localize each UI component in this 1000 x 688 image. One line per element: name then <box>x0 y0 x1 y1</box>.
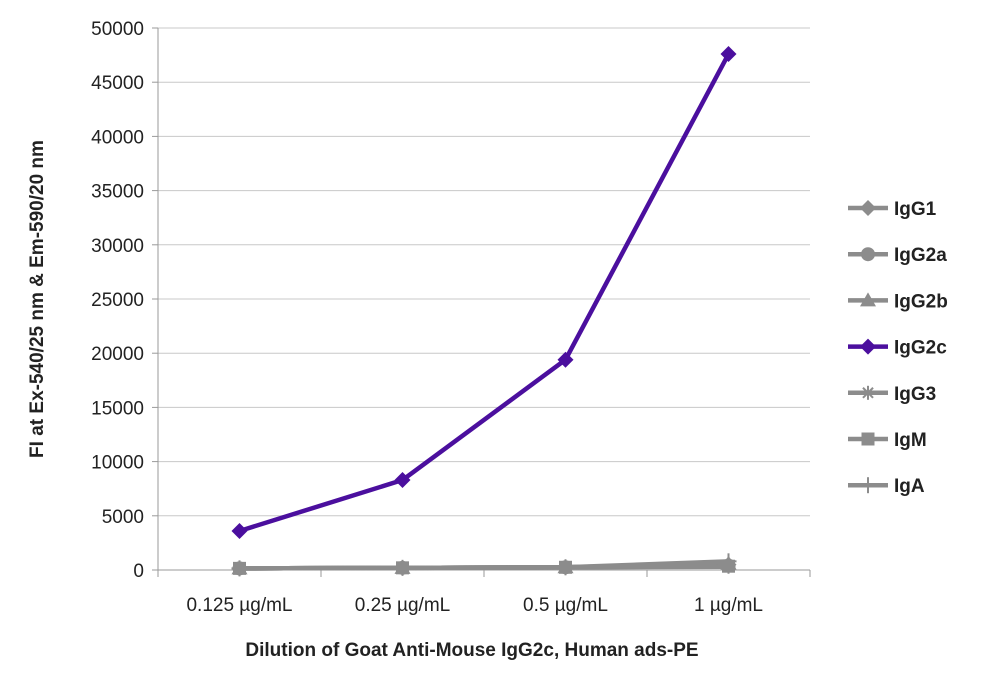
y-axis-title: FI at Ex-540/25 nm & Em-590/20 nm <box>27 140 48 458</box>
x-tick-label: 1 µg/mL <box>694 595 763 616</box>
legend-item-igm: IgM <box>848 430 927 451</box>
legend: IgG1 IgG2a IgG2b IgG2c IgG3 IgM IgA <box>848 199 948 497</box>
legend-label: IgG2b <box>894 291 948 312</box>
legend-item-igg2c: IgG2c <box>848 338 947 359</box>
legend-label: IgG1 <box>894 199 937 220</box>
series-line <box>237 51 731 534</box>
series-iga <box>231 553 737 577</box>
x-tick-label: 0.125 µg/mL <box>186 595 292 616</box>
legend-label: IgG2c <box>894 338 947 359</box>
series <box>231 46 737 577</box>
x-tick-label: 0.5 µg/mL <box>523 595 608 616</box>
series-igg2c <box>231 46 737 539</box>
data-point-diamond <box>557 351 574 368</box>
data-point-square <box>861 432 875 446</box>
legend-item-igg1: IgG1 <box>848 199 937 220</box>
legend-item-iga: IgA <box>848 476 925 497</box>
legend-label: IgG2a <box>894 245 947 266</box>
star-stroke <box>862 387 874 399</box>
data-point-plus <box>231 560 248 577</box>
data-point-plus <box>557 559 574 576</box>
y-tick-label: 10000 <box>91 453 144 474</box>
y-tick-label: 35000 <box>91 182 144 203</box>
y-tick-label: 45000 <box>91 73 144 94</box>
legend-label: IgG3 <box>894 384 936 405</box>
data-point-plus <box>394 559 411 576</box>
data-point-triangle <box>860 292 876 307</box>
y-tick-label: 15000 <box>91 398 144 419</box>
y-tick-label: 20000 <box>91 344 144 365</box>
legend-label: IgM <box>894 430 927 451</box>
y-tick-label: 0 <box>133 561 144 582</box>
x-tick-labels: 0.125 µg/mL 0.25 µg/mL 0.5 µg/mL 1 µg/mL <box>186 595 763 616</box>
data-point-diamond <box>860 200 876 216</box>
legend-item-igg2a: IgG2a <box>848 245 947 266</box>
legend-item-igg3: IgG3 <box>848 384 936 405</box>
y-tick-label: 5000 <box>102 507 144 528</box>
data-point-diamond <box>394 472 411 489</box>
y-tick-label: 40000 <box>91 127 144 148</box>
series-line <box>237 559 731 571</box>
data-point-plus <box>720 553 737 570</box>
legend-item-igg2b: IgG2b <box>848 291 948 312</box>
y-tick-labels: 0 5000 10000 15000 20000 25000 30000 35000 40000… <box>91 19 144 582</box>
data-point-circle <box>861 247 875 262</box>
data-point-diamond <box>860 338 876 355</box>
x-tick-label: 0.25 µg/mL <box>355 595 450 616</box>
x-axis-title: Dilution of Goat Anti-Mouse IgG2c, Human… <box>245 640 698 661</box>
y-tick-label: 50000 <box>91 19 144 40</box>
data-point-star <box>861 385 875 400</box>
y-tick-label: 25000 <box>91 290 144 311</box>
y-tick-label: 30000 <box>91 236 144 257</box>
data-point-diamond <box>720 46 737 63</box>
data-point-diamond <box>231 522 248 539</box>
data-point-plus <box>860 477 876 494</box>
legend-label: IgA <box>894 476 925 497</box>
grid <box>152 27 811 577</box>
